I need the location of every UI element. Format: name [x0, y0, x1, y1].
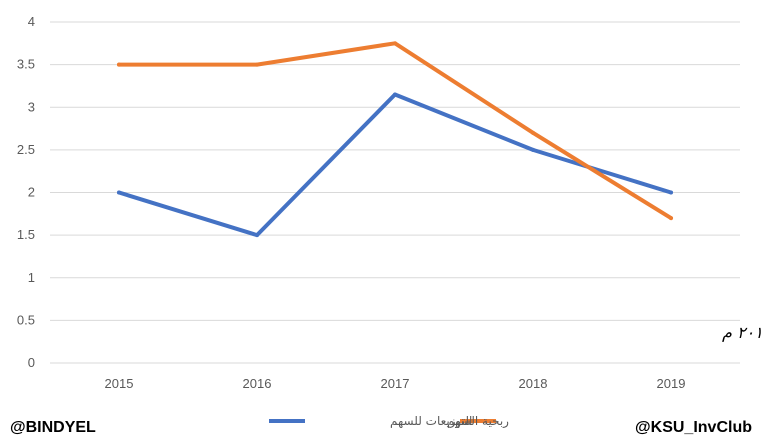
data-point-series-1 [393, 41, 397, 46]
data-point-series-0 [117, 190, 121, 195]
legend-label-eps: ربحية السهم [447, 414, 509, 429]
data-point-series-0 [255, 233, 259, 238]
watermark-right: @KSU_InvClub [635, 419, 752, 436]
y-tick-label: 2.5 [17, 142, 35, 157]
x-axis-ticks: 2015 2016 2017 2018 2019 [105, 376, 686, 391]
y-tick-label: 3 [28, 99, 35, 114]
x-tick-label: 2015 [105, 376, 134, 391]
y-tick-label: 2 [28, 185, 35, 200]
data-point-series-0 [669, 190, 673, 195]
y-tick-label: 0.5 [17, 312, 35, 327]
source-annotation: المصدر: التقرير السنوي لعام ٢٠١٩ م [722, 323, 761, 342]
legend: ربحية السهم التوزيعات للسهم [269, 414, 509, 429]
x-tick-label: 2019 [657, 376, 686, 391]
x-tick-label: 2016 [243, 376, 272, 391]
y-axis-ticks: 0 0.5 1 1.5 2 2.5 3 3.5 4 [17, 14, 35, 370]
x-tick-label: 2018 [519, 376, 548, 391]
data-point-series-0 [393, 92, 397, 97]
x-tick-label: 2017 [381, 376, 410, 391]
y-tick-label: 3.5 [17, 57, 35, 72]
data-point-series-1 [531, 130, 535, 135]
data-point-series-1 [669, 216, 673, 221]
legend-label-dps: التوزيعات للسهم [390, 414, 472, 429]
y-tick-label: 1.5 [17, 227, 35, 242]
data-point-series-0 [531, 147, 535, 152]
y-tick-label: 0 [28, 355, 35, 370]
y-tick-label: 1 [28, 270, 35, 285]
series-lines [117, 41, 673, 238]
data-point-series-1 [117, 62, 121, 67]
watermark-left: @BINDYEL [10, 419, 96, 436]
y-tick-label: 4 [28, 14, 35, 29]
data-point-series-1 [255, 62, 259, 67]
